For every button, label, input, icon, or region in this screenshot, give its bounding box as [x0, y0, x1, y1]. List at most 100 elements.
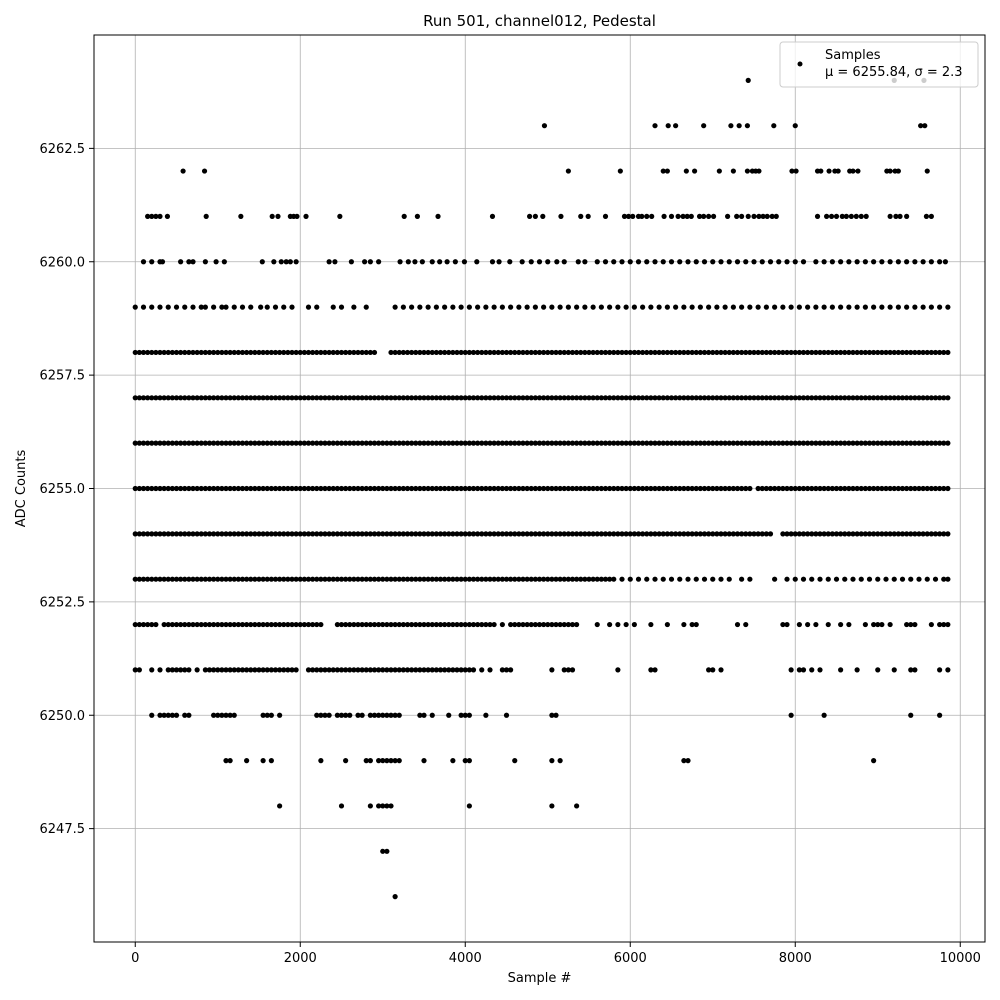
data-point [190, 485, 196, 492]
data-point [252, 395, 258, 401]
data-point [607, 485, 613, 492]
data-point [239, 531, 246, 537]
data-point [165, 712, 171, 718]
data-point [871, 395, 877, 401]
data-point [268, 667, 274, 673]
data-point [495, 485, 501, 492]
data-point [489, 259, 496, 265]
data-point [392, 440, 398, 446]
data-point [314, 531, 320, 537]
data-point [507, 259, 513, 265]
data-point [326, 395, 332, 401]
data-point [153, 395, 159, 401]
data-point [466, 395, 472, 401]
data-point [866, 395, 873, 401]
data-point [503, 667, 510, 673]
data-point [828, 213, 835, 219]
data-point [289, 440, 295, 446]
data-point [149, 440, 155, 446]
data-point [796, 531, 802, 537]
data-point [941, 621, 947, 628]
data-point [314, 304, 320, 310]
data-point [223, 531, 229, 537]
data-point [462, 349, 468, 356]
data-point [557, 349, 563, 356]
data-point [429, 576, 435, 582]
data-point [862, 395, 868, 401]
data-point [524, 485, 530, 492]
data-point [178, 576, 184, 582]
data-point [895, 349, 901, 356]
data-point [227, 576, 233, 582]
data-point [417, 712, 423, 718]
data-point [491, 485, 497, 492]
data-point [343, 758, 349, 764]
data-point [639, 213, 645, 219]
data-point [206, 576, 213, 582]
data-point [916, 531, 922, 537]
data-point [904, 485, 910, 492]
data-point [623, 440, 629, 446]
data-point [541, 304, 547, 310]
data-point [759, 531, 765, 537]
data-point [780, 621, 786, 628]
data-point [664, 440, 670, 446]
data-point [833, 440, 840, 446]
data-point [289, 621, 295, 628]
data-point [458, 395, 464, 401]
data-point [405, 259, 411, 265]
data-point [784, 395, 790, 401]
data-point [223, 621, 229, 628]
data-point [140, 576, 147, 582]
data-point [198, 395, 204, 401]
data-point [631, 621, 637, 628]
data-point [818, 168, 824, 174]
data-point [466, 531, 472, 537]
data-point [710, 440, 716, 446]
data-point [590, 440, 596, 446]
data-point [693, 621, 699, 628]
data-point [303, 213, 309, 219]
data-point [132, 395, 138, 401]
data-point [264, 667, 270, 673]
data-point [623, 349, 629, 356]
data-point [425, 395, 431, 401]
data-point [392, 576, 398, 582]
data-point [895, 440, 901, 446]
data-point [429, 621, 435, 628]
data-point [499, 440, 505, 446]
data-point [483, 349, 489, 356]
data-point [875, 621, 881, 628]
data-point [186, 667, 192, 673]
data-point [376, 621, 382, 628]
data-point [920, 440, 926, 446]
data-point [396, 349, 402, 356]
data-point [743, 395, 749, 401]
data-point [322, 349, 328, 356]
data-point [817, 576, 823, 582]
data-point [912, 440, 918, 446]
data-point [549, 531, 555, 537]
data-point [201, 168, 208, 174]
data-point [508, 485, 514, 492]
data-point [503, 576, 510, 582]
data-point [450, 667, 456, 673]
data-point [400, 576, 406, 582]
data-point [413, 576, 419, 582]
data-point [879, 349, 885, 356]
data-point [675, 213, 681, 219]
data-point [739, 395, 745, 401]
data-point [838, 621, 844, 628]
data-point [710, 213, 717, 219]
data-point [767, 395, 774, 401]
data-point [792, 123, 798, 129]
data-point [891, 440, 897, 446]
data-point [219, 485, 225, 492]
data-point [652, 440, 658, 446]
data-point [466, 576, 472, 582]
data-point [322, 667, 328, 673]
data-point [202, 667, 208, 673]
data-point [771, 123, 777, 129]
data-point [512, 576, 518, 582]
data-point [367, 667, 373, 673]
